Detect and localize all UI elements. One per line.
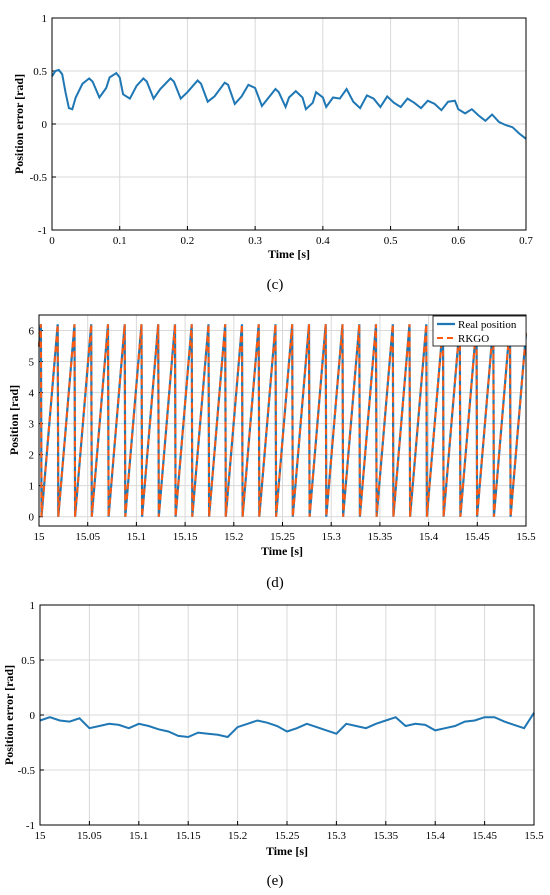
y-axis-label-d: Position [rad] [7, 385, 21, 455]
chart-panel-c: 0 0.1 0.2 0.3 0.4 0.5 0.6 0.7 -1 -0.5 0 0.5 1 Time … [12, 13, 533, 293]
y-tick-label: -1 [38, 225, 47, 237]
x-tick-label: 0.7 [519, 235, 533, 247]
x-tick-labels-d: 15 15.05 15.1 15.15 15.2 15.25 15.3 15.35 15.4 15… [34, 531, 537, 543]
x-tick-label: 15.45 [465, 531, 490, 543]
y-tick-label: 5 [29, 357, 35, 369]
y-tick-label: 1 [42, 13, 48, 25]
y-axis-label-c: Position error [rad] [12, 74, 26, 174]
plot-frame-c [51, 17, 527, 231]
y-tick-labels-d: 0 1 2 3 4 5 6 [29, 326, 35, 524]
y-tick-labels-c: -1 -0.5 0 0.5 1 [30, 13, 48, 237]
x-tick-label: 15.05 [75, 531, 100, 543]
caption-d: (d) [266, 575, 284, 591]
x-tick-label: 0.1 [113, 235, 127, 247]
y-tick-label: 2 [29, 450, 35, 462]
rkgo-line [38, 324, 527, 517]
grid-d [38, 315, 527, 526]
x-tick-label: 15.05 [77, 830, 102, 842]
x-tick-label: 15.4 [426, 830, 446, 842]
x-tick-label: 15.2 [224, 531, 243, 543]
caption-e: (e) [267, 873, 284, 889]
plot-frame-e [39, 604, 535, 826]
y-tick-label: 0 [42, 119, 48, 131]
legend-label-real: Real position [458, 319, 517, 331]
x-tick-labels-c: 0 0.1 0.2 0.3 0.4 0.5 0.6 0.7 [49, 235, 533, 247]
x-tick-label: 15.45 [472, 830, 497, 842]
x-tick-label: 15 [34, 531, 46, 543]
y-tick-label: -0.5 [30, 172, 48, 184]
x-tick-label: 15.25 [275, 830, 300, 842]
position-error-line-e [39, 712, 535, 739]
legend-box [432, 315, 527, 347]
plot-frame-d [38, 314, 527, 527]
legend: Real position RKGO [432, 315, 527, 347]
y-tick-label: 0.5 [33, 66, 47, 78]
y-tick-label: 6 [29, 326, 35, 338]
legend-label-rkgo: RKGO [458, 333, 489, 345]
x-tick-label: 15.5 [516, 531, 536, 543]
x-tick-label: 15.35 [368, 531, 393, 543]
y-tick-label: 1 [30, 600, 36, 612]
y-axis-label-e: Position error [rad] [2, 665, 16, 765]
x-tick-label: 15.5 [524, 830, 544, 842]
x-tick-label: 15.3 [322, 531, 342, 543]
x-tick-label: 15.25 [270, 531, 295, 543]
x-tick-label: 15 [35, 830, 47, 842]
x-tick-label: 0.5 [384, 235, 398, 247]
x-tick-label: 0.2 [181, 235, 195, 247]
x-tick-label: 15.15 [173, 531, 198, 543]
x-tick-label: 15.15 [176, 830, 201, 842]
x-tick-labels-e: 15 15.05 15.1 15.15 15.2 15.25 15.3 15.35 15.4 15… [35, 830, 545, 842]
x-tick-label: 0.3 [248, 235, 262, 247]
y-tick-label: 1 [29, 481, 35, 493]
y-tick-label: 0 [30, 710, 36, 722]
x-axis-label-e: Time [s] [266, 844, 308, 858]
y-tick-label: -1 [26, 820, 35, 832]
x-tick-label: 15.1 [127, 531, 146, 543]
y-tick-label: 0.5 [21, 655, 35, 667]
x-tick-label: 0.4 [316, 235, 330, 247]
position-error-line-c [51, 68, 527, 140]
x-tick-label: 15.1 [129, 830, 148, 842]
x-tick-label: 15.3 [327, 830, 347, 842]
x-tick-label: 15.2 [228, 830, 247, 842]
x-axis-label-d: Time [s] [261, 544, 303, 558]
grid-c [51, 17, 527, 231]
y-tick-labels-e: -1 -0.5 0 0.5 1 [18, 600, 36, 832]
y-tick-label: 0 [29, 512, 35, 524]
y-tick-label: 3 [29, 419, 35, 431]
chart-panel-d: 15 15.05 15.1 15.15 15.2 15.25 15.3 15.35 15.4 15… [7, 314, 537, 591]
y-tick-label: 4 [29, 388, 35, 400]
x-axis-label-c: Time [s] [268, 247, 310, 261]
x-tick-label: 15.35 [373, 830, 398, 842]
grid-e [39, 604, 535, 826]
x-tick-label: 15.4 [419, 531, 439, 543]
caption-c: (c) [267, 277, 284, 293]
chart-panel-e: 15 15.05 15.1 15.15 15.2 15.25 15.3 15.35 15.4 15… [2, 600, 544, 889]
x-tick-label: 0.6 [451, 235, 465, 247]
y-tick-label: -0.5 [18, 765, 36, 777]
x-tick-label: 0 [49, 235, 55, 247]
